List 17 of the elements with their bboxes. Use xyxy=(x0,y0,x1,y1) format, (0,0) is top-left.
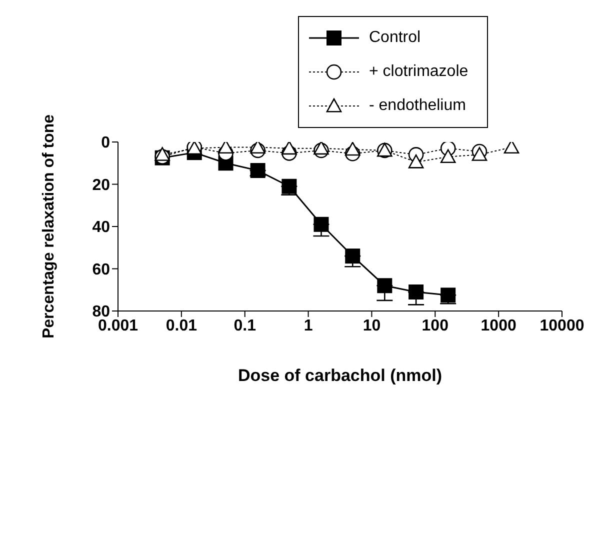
x-tick-label: 10000 xyxy=(540,317,584,334)
x-tick-label: 1000 xyxy=(480,317,516,334)
y-tick-label: 60 xyxy=(92,261,110,278)
x-axis-title: Dose of carbachol (nmol) xyxy=(238,366,442,385)
x-tick-label: 10 xyxy=(362,317,381,334)
y-tick-label: 0 xyxy=(101,134,110,152)
x-tick-label: 1 xyxy=(304,317,313,334)
legend-label: - endothelium xyxy=(369,97,466,115)
y-tick-label: 40 xyxy=(92,219,110,236)
legend-label: Control xyxy=(369,29,421,47)
y-axis-title: Percentage relaxation of tone xyxy=(40,114,58,339)
y-tick-label: 20 xyxy=(92,176,110,194)
x-tick-label: 0.001 xyxy=(98,317,138,334)
x-tick-label: 100 xyxy=(422,317,449,334)
legend-label: + clotrimazole xyxy=(369,63,468,81)
x-tick-label: 0.1 xyxy=(234,317,256,334)
x-tick-label: 0.01 xyxy=(166,317,198,334)
